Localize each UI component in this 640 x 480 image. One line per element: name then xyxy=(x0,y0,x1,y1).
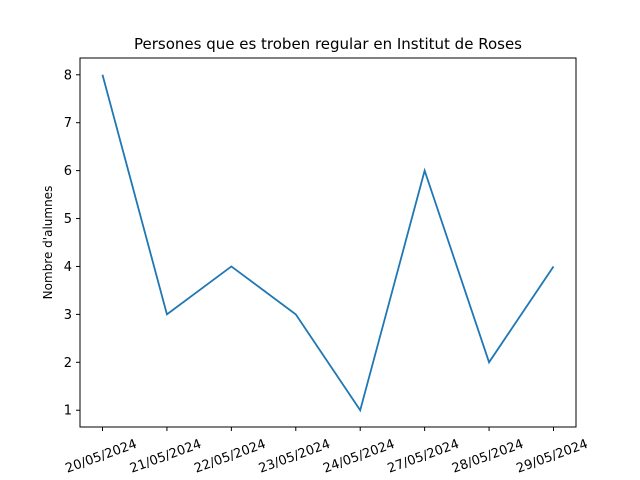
series-line xyxy=(101,74,555,413)
x-axis: 20/05/202421/05/202422/05/202423/05/2024… xyxy=(64,427,591,477)
x-tick-label: 29/05/2024 xyxy=(515,437,591,477)
x-tick-label: 21/05/2024 xyxy=(128,437,204,477)
x-tick-label: 20/05/2024 xyxy=(64,437,140,477)
x-tick-label: 24/05/2024 xyxy=(321,437,397,477)
y-tick-label: 4 xyxy=(64,260,72,275)
y-tick-label: 8 xyxy=(64,68,72,83)
y-tick-label: 5 xyxy=(64,212,72,227)
x-tick-label: 23/05/2024 xyxy=(257,437,333,477)
chart-title: Persones que es troben regular en Instit… xyxy=(134,35,522,53)
y-tick-label: 2 xyxy=(64,356,72,371)
x-tick-label: 22/05/2024 xyxy=(192,437,268,477)
y-tick-label: 3 xyxy=(64,308,72,323)
y-tick-label: 1 xyxy=(64,404,72,419)
y-axis: 1 2 3 4 5 6 7 8 xyxy=(64,68,80,419)
plot-frame xyxy=(79,57,577,428)
x-tick-label: 27/05/2024 xyxy=(386,437,462,477)
y-tick-label: 6 xyxy=(64,164,72,179)
y-axis-label: Nombre d'alumnes xyxy=(41,186,55,300)
y-tick-label: 7 xyxy=(64,116,72,131)
x-tick-label: 28/05/2024 xyxy=(450,437,526,477)
